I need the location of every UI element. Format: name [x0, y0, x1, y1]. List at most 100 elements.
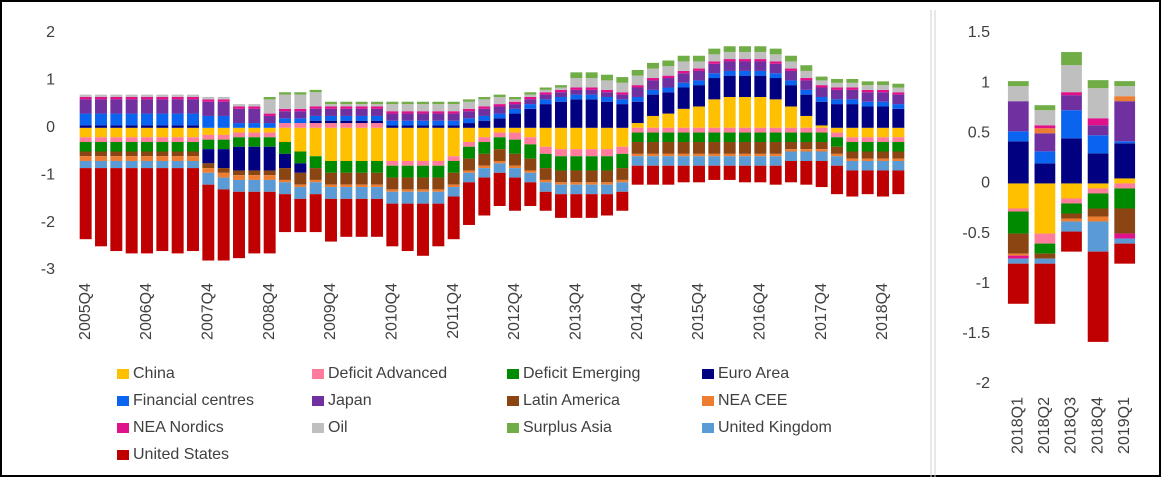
bar-segment — [325, 187, 337, 199]
bar-segment — [524, 182, 537, 207]
y-tick-label: -1 — [41, 166, 55, 183]
bar-segment — [754, 70, 767, 76]
bar-segment — [739, 142, 751, 154]
bar-segment — [1061, 221, 1082, 232]
bar-segment — [739, 156, 751, 166]
bar-segment — [754, 142, 767, 154]
bar-segment — [1061, 198, 1082, 204]
bar-segment — [141, 168, 153, 254]
bar-segment — [877, 170, 889, 197]
bar-segment — [248, 104, 261, 107]
bar-segment — [1114, 208, 1136, 234]
bar-segment — [156, 151, 169, 157]
bar-segment — [662, 87, 675, 93]
bar-segment — [892, 87, 905, 93]
bar-segment — [877, 151, 889, 159]
bar-segment — [539, 104, 552, 128]
bar-segment — [601, 96, 613, 102]
bar-segment — [432, 101, 445, 105]
bar-segment — [187, 127, 199, 138]
bar-segment — [708, 48, 721, 55]
bar-segment — [892, 151, 905, 159]
bar-segment — [647, 132, 659, 143]
bar-segment — [355, 115, 368, 121]
bar-segment — [279, 92, 291, 95]
bar-segment — [187, 156, 199, 161]
bar-segment — [401, 101, 414, 105]
bar-segment — [754, 51, 767, 60]
bar-segment — [325, 127, 337, 161]
bar-segment — [463, 158, 475, 171]
bar-segment — [95, 94, 107, 97]
bar-segment — [846, 78, 859, 83]
bar-segment — [785, 55, 797, 62]
bar-segment — [263, 132, 276, 138]
bar-segment — [355, 104, 368, 107]
bar-segment — [601, 184, 613, 195]
bar-segment — [1114, 86, 1136, 97]
bar-segment — [585, 170, 598, 183]
bar-segment — [447, 196, 460, 240]
bar-segment — [769, 61, 782, 64]
bar-segment — [1007, 101, 1029, 132]
bar-segment — [861, 137, 874, 143]
bar-segment — [708, 63, 721, 74]
bar-segment — [478, 137, 491, 143]
bar-segment — [1061, 213, 1082, 219]
bar-segment — [1061, 218, 1082, 222]
bar-segment — [754, 153, 767, 157]
bar-segment — [493, 137, 506, 150]
bar-segment — [739, 165, 751, 183]
bar-segment — [616, 191, 629, 211]
bar-segment — [677, 142, 690, 154]
bar-segment — [677, 82, 690, 88]
bar-segment — [478, 96, 491, 100]
bar-segment — [340, 127, 353, 161]
bar-segment — [202, 184, 215, 261]
bar-segment — [1087, 125, 1109, 136]
legend-label: Japan — [328, 392, 372, 409]
bar-segment — [371, 106, 383, 109]
bar-segment — [401, 160, 414, 166]
bar-segment — [202, 99, 215, 102]
bar-segment — [171, 160, 184, 169]
bar-segment — [202, 96, 215, 100]
bar-segment — [95, 137, 107, 143]
bar-segment — [309, 108, 322, 116]
bar-segment — [877, 92, 889, 102]
bar-segment — [171, 94, 184, 97]
bar-segment — [463, 127, 475, 143]
bar-segment — [815, 87, 828, 97]
bar-segment — [79, 113, 92, 126]
bar-segment — [125, 96, 138, 100]
bar-segment — [831, 153, 843, 157]
bar-segment — [601, 80, 613, 90]
x-tick-label: 2014Q4 — [629, 283, 646, 340]
bar-segment — [1007, 263, 1029, 304]
bar-segment — [1087, 135, 1109, 154]
bar-segment — [386, 191, 399, 204]
bar-segment — [1061, 110, 1082, 139]
bar-segment — [708, 153, 721, 157]
bar-segment — [95, 168, 107, 247]
bar-segment — [417, 191, 429, 204]
bar-segment — [861, 81, 874, 86]
bar-segment — [815, 76, 828, 81]
bar-segment — [708, 142, 721, 154]
bar-segment — [217, 127, 230, 135]
bar-segment — [815, 149, 828, 152]
legend-swatch — [507, 369, 519, 379]
bar-segment — [217, 99, 230, 102]
bar-segment — [233, 106, 245, 109]
bar-segment — [202, 139, 215, 150]
bar-segment — [95, 151, 107, 157]
bar-segment — [386, 120, 399, 126]
legend-label: NEA CEE — [718, 392, 787, 409]
bar-segment — [1007, 86, 1029, 102]
bar-segment — [233, 179, 245, 192]
bar-segment — [1007, 183, 1029, 209]
bar-segment — [156, 160, 169, 169]
bar-segment — [432, 189, 445, 192]
bar-segment — [524, 137, 537, 145]
bar-segment — [478, 177, 491, 216]
